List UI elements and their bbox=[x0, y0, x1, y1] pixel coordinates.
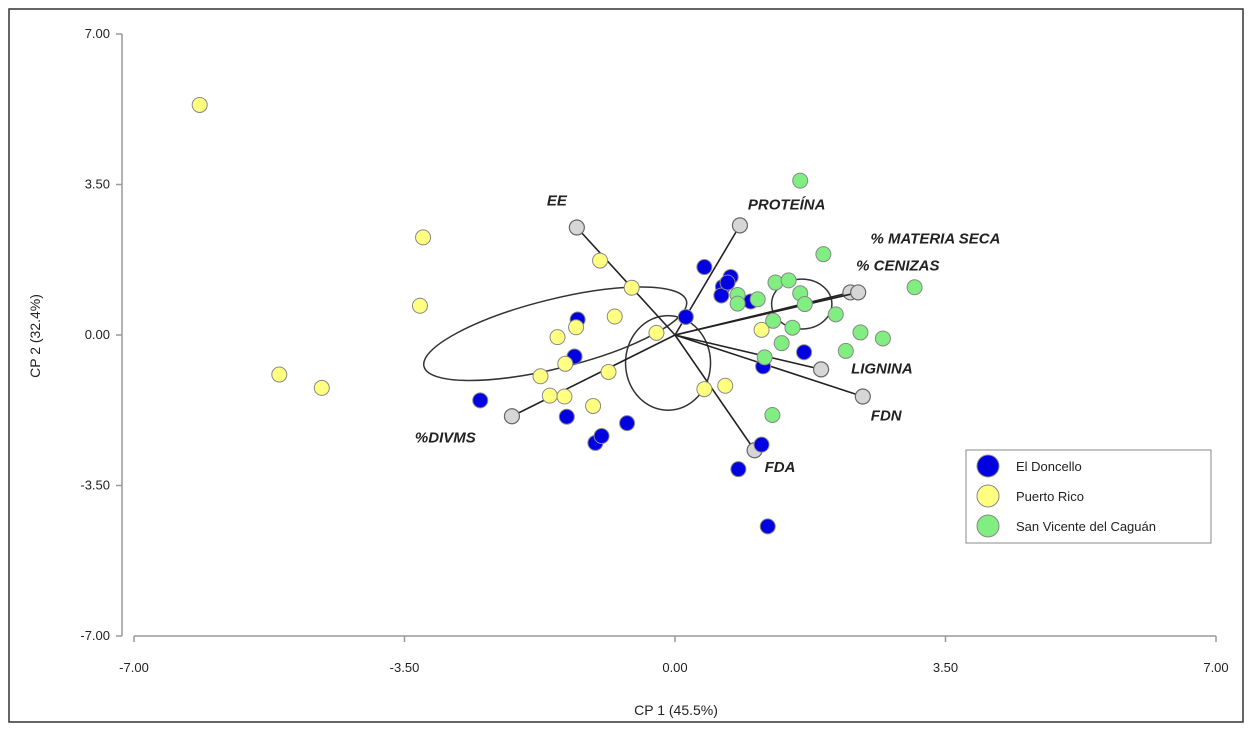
vector-cenizas bbox=[674, 291, 859, 336]
vector-lignina bbox=[674, 334, 822, 371]
x-tick-label: 3.50 bbox=[933, 660, 958, 675]
point-san-vicente-del-caguan bbox=[906, 279, 923, 296]
point-puerto-rico bbox=[696, 381, 713, 398]
point-el-doncello bbox=[753, 436, 770, 453]
legend: El Doncello Puerto Rico San Vicente del Ca… bbox=[965, 449, 1212, 544]
point-el-doncello bbox=[713, 287, 730, 304]
point-el-doncello bbox=[759, 518, 776, 535]
vector-label-divms: %DIVMS bbox=[415, 429, 476, 446]
point-puerto-rico bbox=[549, 329, 566, 346]
x-tick-label: 7.00 bbox=[1203, 660, 1228, 675]
vector-endpoint-divms bbox=[503, 408, 521, 425]
y-tick-label: 0.00 bbox=[85, 327, 110, 342]
point-puerto-rico bbox=[623, 279, 640, 296]
point-san-vicente-del-caguan bbox=[837, 342, 854, 359]
point-san-vicente-del-caguan bbox=[749, 291, 766, 308]
legend-label-el-doncello: El Doncello bbox=[1016, 459, 1082, 474]
point-san-vicente-del-caguan bbox=[773, 335, 790, 352]
point-puerto-rico bbox=[585, 397, 602, 414]
vector-fda bbox=[674, 334, 756, 451]
point-san-vicente-del-caguan bbox=[767, 274, 784, 291]
point-san-vicente-del-caguan bbox=[796, 296, 813, 313]
point-puerto-rico bbox=[411, 297, 428, 314]
confidence-ellipses bbox=[422, 278, 833, 412]
point-puerto-rico bbox=[648, 324, 665, 341]
vector-endpoint-fdn bbox=[854, 388, 871, 405]
vector-endpoint-proteina bbox=[731, 217, 749, 234]
point-puerto-rico bbox=[557, 355, 574, 372]
vector-endpoint-cenizas bbox=[850, 284, 867, 301]
point-puerto-rico bbox=[541, 387, 558, 404]
point-puerto-rico bbox=[532, 368, 549, 385]
chart-frame bbox=[8, 8, 1244, 723]
legend-label-puerto-rico: Puerto Rico bbox=[1016, 489, 1084, 504]
vector-label-materia-seca: % MATERIA SECA bbox=[870, 230, 1000, 247]
vector-divms bbox=[511, 334, 676, 417]
legend-marker-el-doncello bbox=[976, 454, 1000, 478]
vector-label-ee: EE bbox=[547, 193, 568, 210]
y-axis-title: CP 2 (32.4%) bbox=[27, 294, 43, 378]
point-san-vicente-del-caguan bbox=[852, 324, 869, 341]
point-puerto-rico bbox=[753, 321, 770, 338]
vector-label-cenizas: % CENIZAS bbox=[856, 257, 939, 274]
point-puerto-rico bbox=[606, 308, 623, 325]
point-san-vicente-del-caguan bbox=[874, 330, 891, 347]
legend-box bbox=[965, 449, 1212, 544]
point-puerto-rico bbox=[600, 363, 617, 380]
point-puerto-rico bbox=[191, 96, 208, 113]
x-tick-label: 0.00 bbox=[662, 660, 687, 675]
confidence-ellipse-3 bbox=[770, 278, 833, 330]
loading-vectors: EE PROTEÍNA % MATERIA SECA % CENIZAS LIGNINA… bbox=[415, 193, 1001, 477]
point-puerto-rico bbox=[271, 366, 288, 383]
legend-label-san-vicente-del-caguan: San Vicente del Caguán bbox=[1016, 519, 1156, 534]
point-san-vicente-del-caguan bbox=[784, 319, 801, 336]
point-san-vicente-del-caguan bbox=[729, 295, 746, 312]
vector-label-proteina: PROTEÍNA bbox=[748, 196, 826, 213]
point-el-doncello bbox=[696, 259, 713, 276]
point-puerto-rico bbox=[592, 252, 609, 269]
y-tick-label: -3.50 bbox=[80, 478, 110, 493]
axes: -7.00 -3.50 0.00 3.50 7.00 -7.00 -3.50 0.00 3.50… bbox=[80, 26, 1228, 675]
confidence-ellipse-2 bbox=[624, 314, 712, 412]
scatter-points bbox=[191, 96, 923, 535]
legend-marker-puerto-rico bbox=[976, 484, 1000, 508]
point-san-vicente-del-caguan bbox=[764, 406, 781, 423]
point-el-doncello bbox=[730, 461, 747, 478]
point-puerto-rico bbox=[568, 319, 585, 336]
x-tick-label: -7.00 bbox=[119, 660, 149, 675]
vector-label-fdn: FDN bbox=[871, 407, 903, 424]
x-tick-label: -3.50 bbox=[390, 660, 420, 675]
point-puerto-rico bbox=[415, 229, 432, 246]
point-el-doncello bbox=[619, 415, 636, 432]
vector-ee bbox=[576, 226, 676, 336]
point-san-vicente-del-caguan bbox=[780, 272, 797, 289]
point-el-doncello bbox=[593, 428, 610, 445]
point-san-vicente-del-caguan bbox=[827, 306, 844, 323]
point-el-doncello bbox=[796, 344, 813, 361]
point-puerto-rico bbox=[313, 379, 330, 396]
vector-label-fda: FDA bbox=[765, 459, 796, 476]
point-el-doncello bbox=[677, 308, 694, 325]
point-san-vicente-del-caguan bbox=[765, 312, 782, 329]
y-tick-label: 3.50 bbox=[85, 177, 110, 192]
point-puerto-rico bbox=[717, 377, 734, 394]
x-axis-title: CP 1 (45.5%) bbox=[634, 702, 718, 718]
vector-endpoint-ee bbox=[568, 219, 585, 236]
vector-label-lignina: LIGNINA bbox=[851, 360, 913, 377]
point-el-doncello bbox=[472, 392, 489, 409]
y-tick-label: -7.00 bbox=[80, 628, 110, 643]
legend-marker-san-vicente-del-caguan bbox=[976, 514, 1000, 538]
y-tick-label: 7.00 bbox=[85, 26, 110, 41]
vector-endpoint-lignina bbox=[812, 361, 830, 378]
point-puerto-rico bbox=[556, 388, 573, 405]
point-el-doncello bbox=[719, 274, 736, 291]
point-san-vicente-del-caguan bbox=[756, 349, 773, 366]
point-san-vicente-del-caguan bbox=[792, 172, 809, 189]
point-el-doncello bbox=[558, 408, 575, 425]
point-san-vicente-del-caguan bbox=[815, 246, 832, 263]
